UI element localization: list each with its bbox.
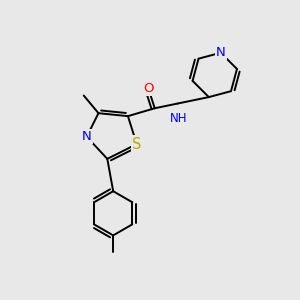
Text: O: O: [143, 82, 154, 95]
Text: N: N: [82, 130, 92, 143]
Text: S: S: [132, 136, 141, 152]
Text: NH: NH: [170, 112, 188, 125]
Text: N: N: [216, 46, 226, 59]
